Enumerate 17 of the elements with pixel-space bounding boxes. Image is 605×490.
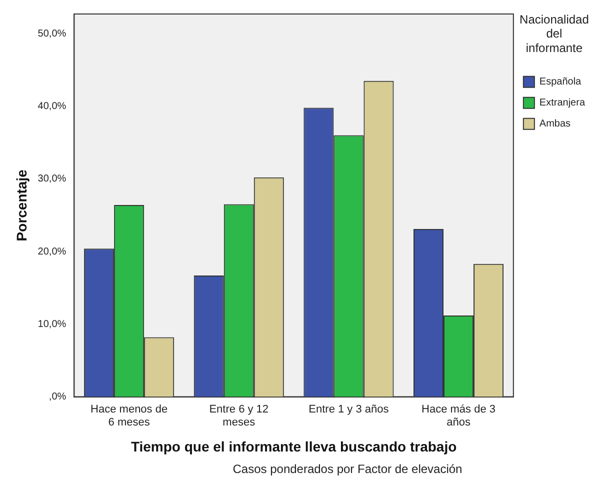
y-tick-label: 30,0%	[38, 174, 66, 185]
y-tick-label: ,0%	[48, 392, 66, 403]
x-axis-title: Tiempo que el informante lleva buscando trabajo	[130, 438, 457, 454]
legend-title: Nacionalidad del informante	[520, 12, 589, 56]
legend-label: Ambas	[539, 118, 571, 130]
legend-label: Extranjera	[539, 98, 586, 109]
y-axis-title: Porcentaje	[13, 169, 30, 242]
y-tick-label: 10,0%	[38, 318, 66, 330]
x-tick-label: Entre 6 y 12 meses	[209, 403, 269, 429]
x-tick-label: Hace menos de 6 meses	[90, 403, 168, 429]
y-tick-label: 50,0%	[38, 28, 66, 40]
x-tick-label: Entre 1 y 3 años	[308, 403, 390, 416]
text: Casos ponderados por Factor de elevación	[232, 462, 464, 476]
y-tick-label: 20,0%	[38, 246, 66, 258]
y-tick-label: 40,0%	[38, 101, 66, 112]
x-tick-label: Hace más de 3 años	[422, 403, 496, 429]
legend-label: Española	[539, 76, 582, 88]
